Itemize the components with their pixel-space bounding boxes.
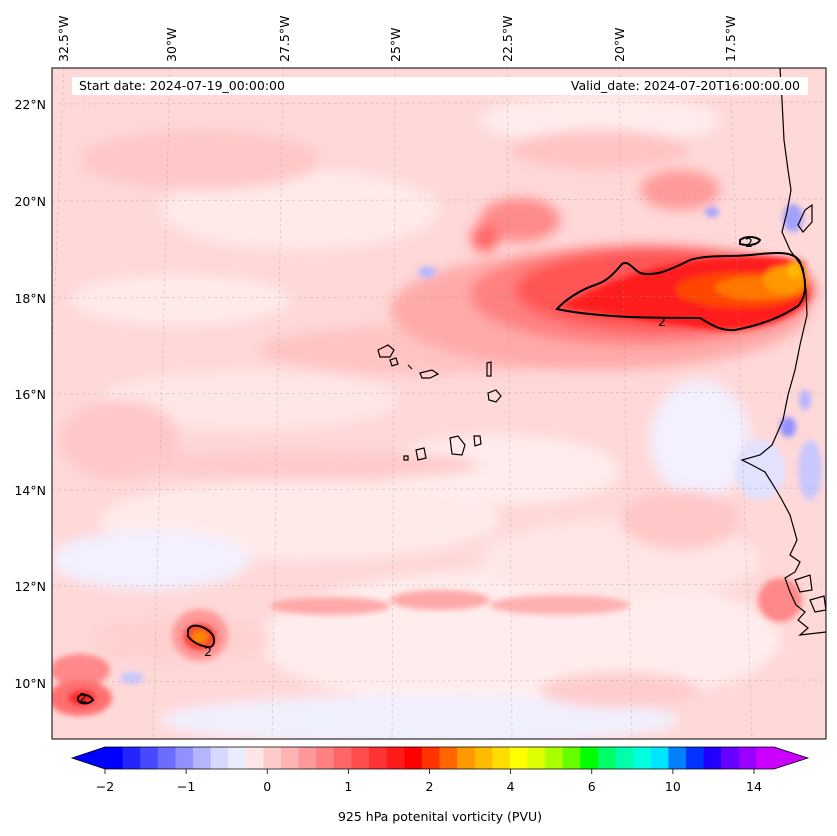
colorbar-segment [439,747,458,769]
colorbar-segment [193,747,212,769]
colorbar-segment [633,747,652,769]
map-frame [51,67,827,740]
colorbar-segment [122,747,141,769]
map-plot-area[interactable]: 2 2 2 2 [36,68,826,745]
lon-label: 27.5°W [277,16,292,62]
colorbar-segment [175,747,194,769]
colorbar-tick-label: 1 [344,779,352,794]
lat-label: 16°N [14,387,46,402]
colorbar-segment [756,747,775,769]
lon-label: 22.5°W [500,16,515,62]
colorbar-ticks: −2 −1 0 1 2 4 6 10 14 [96,769,762,794]
pv-2-contour-southwest-2 [77,693,95,705]
colorbar-under-arrow [72,747,105,769]
colorbar-segment [580,747,599,769]
lon-label: 30°W [164,27,179,62]
colorbar-segment [597,747,617,769]
latitude-labels: 22°N 20°N 18°N 16°N 14°N 12°N 10°N [14,97,46,691]
colorbar-segment [721,747,740,769]
colorbar-segment [738,747,757,769]
colorbar-segment [421,747,441,769]
lon-label: 17.5°W [723,16,738,62]
contour-label-north: 2 [745,235,753,250]
colorbar-segment [615,747,634,769]
colorbar-segment [316,747,335,769]
lat-label: 10°N [14,676,46,691]
colorbar: −2 −1 0 1 2 4 6 10 14 925 hPa potenital vorticit… [70,746,810,824]
start-date-value: 2024-07-19_00:00:00 [149,78,285,93]
colorbar-segment [668,747,687,769]
colorbar-segment [228,747,247,769]
colorbar-segment [527,747,546,769]
colorbar-segment [386,747,405,769]
longitude-labels: 32.5°W 30°W 27.5°W 25°W 22.5°W 20°W 17.5… [56,16,738,62]
colorbar-segment [298,747,317,769]
colorbar-segment [685,747,705,769]
pv-2-contour-main [555,252,806,332]
pv-band-south [270,578,802,622]
colorbar-segment [509,747,529,769]
colorbar-segment [105,747,124,769]
lon-label: 25°W [388,27,403,62]
colorbar-segment [351,747,370,769]
colorbar-segment [650,747,669,769]
west-africa-coastline [740,68,826,636]
colorbar-segment [333,747,353,769]
colorbar-segment [492,747,511,769]
colorbar-segment [281,747,300,769]
valid-date-label: Valid_date: [570,78,640,93]
coastlines [377,68,826,636]
lat-label: 14°N [14,483,46,498]
colorbar-tick-label: 14 [746,779,762,794]
valid-date-value: 2024-07-20T16:00:00.00 [643,78,800,93]
pv-2-contour-small [739,236,762,246]
lon-label: 32.5°W [56,16,71,62]
colorbar-segment [404,747,423,769]
colorbar-tick-label: 2 [426,779,434,794]
colorbar-title: 925 hPa potenital vorticity (PVU) [338,809,542,824]
pv-filament-core [560,256,808,330]
colorbar-over-arrow [774,747,808,769]
pv-field-low-values [52,95,780,739]
colorbar-segment [474,747,493,769]
colorbar-tick-label: 0 [263,779,271,794]
colorbar-tick-label: −2 [96,779,114,794]
colorbar-segment [140,747,159,769]
valid-date-banner: Valid_date: 2024-07-20T16:00:00.00 [544,77,808,95]
contour-label-main: 2 [658,314,666,329]
colorbar-segment [157,747,177,769]
colorbar-segment [263,747,282,769]
cape-verde-islands [377,344,395,358]
colorbar-tick-label: 10 [665,779,681,794]
lat-label: 12°N [14,579,46,594]
pv-2-contours [77,236,806,705]
contour-label-southwest-1: 2 [204,644,212,659]
colorbar-segment [210,747,229,769]
colorbar-segment [457,747,476,769]
graticule [52,68,826,739]
colorbar-tick-label: 6 [588,779,596,794]
colorbar-segment [245,747,265,769]
lat-label: 22°N [14,97,46,112]
start-date-banner: Start date: 2024-07-19_00:00:00 [72,77,544,95]
colorbar-segments [105,747,775,769]
lat-label: 20°N [14,194,46,209]
lat-label: 18°N [14,291,46,306]
colorbar-segment [369,747,388,769]
contour-label-southwest-2: 2 [79,690,87,705]
start-date-label: Start date: [79,78,146,93]
lon-label: 20°W [612,27,627,62]
pv-vortex-southwest [52,609,228,716]
colorbar-segment [703,747,722,769]
colorbar-tick-label: −1 [177,779,195,794]
colorbar-segment [545,747,564,769]
colorbar-tick-label: 4 [507,779,515,794]
colorbar-segment [562,747,581,769]
pv-2-contour-southwest-1 [187,624,216,649]
